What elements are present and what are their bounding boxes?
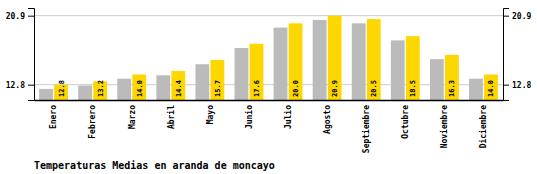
bar (132, 74, 146, 100)
x-tick: Junio (244, 105, 254, 129)
bar-series (39, 20, 483, 100)
bar (469, 79, 483, 100)
y2-tick-label: 12.8 (512, 81, 531, 90)
y-tick-mark (28, 85, 34, 86)
data-label: 12.8 (58, 80, 66, 97)
bar (156, 75, 170, 100)
data-labels: 12.8 13.2 14.0 14.4 15.7 17.6 20.0 20.9 20.5 18.5… (58, 80, 496, 97)
x-tick: Abril (166, 105, 176, 129)
bar (445, 55, 459, 100)
bar (367, 19, 381, 100)
x-axis: Enero Febrero Marzo Abril Mayo Junio Julio Agos… (35, 101, 504, 154)
x-tick-label: Enero (49, 105, 58, 129)
y2-tick: 12.8 (503, 81, 531, 90)
bar (78, 86, 92, 100)
x-tick-label: Febrero (88, 105, 97, 139)
bar (235, 48, 249, 100)
x-tick-label: Agosto (323, 105, 332, 134)
bar (430, 59, 444, 100)
bar (39, 89, 53, 100)
data-label: 14.4 (175, 80, 183, 97)
x-tick: Septiembre (361, 105, 371, 153)
bar (210, 60, 224, 100)
y-tick: 12.8 (6, 81, 34, 90)
bar (274, 28, 288, 100)
data-label: 17.6 (253, 80, 261, 97)
x-tick-label: Marzo (128, 105, 137, 129)
y-axis-line (28, 9, 35, 101)
bar (328, 16, 342, 100)
x-tick: Octubre (401, 105, 410, 139)
x-tick-label: Diciembre (478, 105, 488, 149)
data-label: 16.3 (448, 80, 456, 97)
x-tick: Febrero (88, 105, 97, 139)
y-axis: 12.8 20.9 (6, 9, 35, 101)
bar (406, 36, 420, 100)
x-tick: Agosto (323, 105, 332, 134)
data-label: 14.0 (487, 80, 495, 97)
bar (352, 23, 366, 100)
y-tick-label: 20.9 (6, 12, 25, 21)
x-axis-line (35, 100, 504, 102)
title: Temperaturas Medias en aranda de moncayo (34, 160, 275, 171)
data-label: 18.5 (409, 80, 417, 97)
x-tick-label: Noviembre (439, 105, 449, 149)
x-tick: Julio (283, 105, 293, 129)
bars (39, 16, 498, 100)
bar (313, 20, 327, 100)
y-tick: 20.9 (6, 12, 34, 21)
y-tick-label: 12.8 (6, 81, 25, 90)
bar (250, 44, 264, 100)
plot: Enero Febrero Marzo Abril Mayo Junio Julio Agos… (6, 9, 532, 154)
y2-tick-mark (503, 16, 509, 17)
y2-axis: 12.8 20.9 (503, 9, 531, 101)
y2-axis-line (504, 9, 510, 101)
bar (391, 40, 405, 100)
x-tick-label: Julio (283, 105, 293, 129)
bar (117, 79, 131, 100)
data-label: 14.0 (136, 80, 144, 97)
bar (484, 74, 498, 100)
x-tick: Enero (49, 105, 58, 129)
y2-tick-label: 20.9 (512, 12, 531, 21)
data-label: 13.2 (97, 80, 105, 97)
y-tick-mark (28, 16, 34, 17)
x-tick: Diciembre (478, 105, 488, 149)
data-label: 20.0 (292, 80, 300, 97)
data-label: 20.5 (370, 80, 378, 97)
x-tick-label: Junio (244, 105, 254, 129)
bar (195, 64, 209, 100)
data-label: 20.9 (331, 80, 339, 97)
x-tick-label: Abril (166, 105, 176, 129)
x-tick: Mayo (206, 105, 215, 124)
y2-tick-mark (503, 85, 509, 86)
x-tick: Noviembre (439, 105, 449, 149)
bar (289, 23, 303, 100)
data-label: 15.7 (214, 80, 222, 97)
x-tick: Marzo (128, 105, 137, 129)
y2-tick: 20.9 (503, 12, 531, 21)
x-tick-label: Mayo (206, 105, 215, 124)
bar (171, 71, 185, 100)
chart: Enero Febrero Marzo Abril Mayo Junio Julio Agos… (0, 0, 537, 174)
x-tick-label: Octubre (401, 105, 410, 139)
grid-line (34, 15, 503, 16)
bar-series (54, 16, 498, 100)
x-tick-label: Septiembre (361, 105, 371, 153)
